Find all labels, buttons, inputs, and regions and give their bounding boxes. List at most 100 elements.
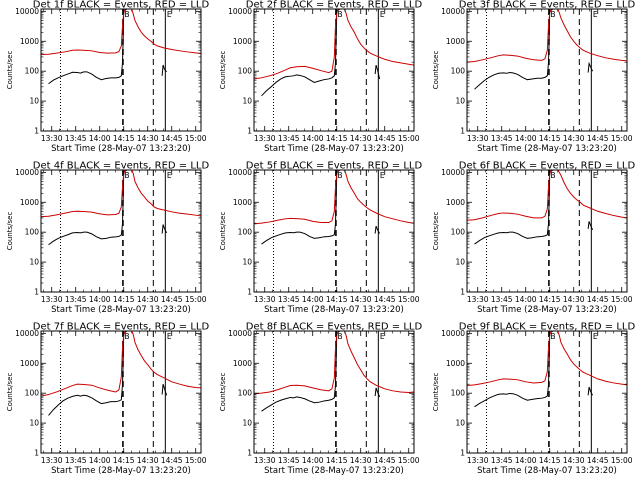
series-lld bbox=[254, 170, 414, 225]
y-tick-label: 10 bbox=[242, 97, 252, 106]
y-tick-label: 100 bbox=[238, 389, 253, 398]
y-tick-label: 10000 bbox=[228, 168, 252, 177]
x-tick-label: 13:30 bbox=[467, 456, 489, 465]
x-tick-label: 14:15 bbox=[113, 295, 135, 304]
marker-label-E: E bbox=[380, 332, 385, 341]
y-tick-label: 10 bbox=[455, 97, 465, 106]
plot-frame bbox=[40, 169, 202, 293]
x-tick-label: 13:30 bbox=[467, 134, 489, 143]
y-tick-label: 1 bbox=[460, 127, 465, 136]
series-events-post bbox=[587, 221, 594, 231]
x-tick-label: 13:30 bbox=[41, 295, 63, 304]
marker-label-B: B bbox=[550, 332, 555, 341]
plot-frame bbox=[253, 330, 415, 454]
marker-label-E: E bbox=[167, 10, 172, 19]
x-tick-label: 14:45 bbox=[374, 456, 396, 465]
series-events bbox=[261, 331, 353, 412]
y-axis-label: Counts/sec bbox=[6, 51, 14, 90]
series-lld bbox=[41, 9, 201, 56]
marker-label-E: E bbox=[593, 332, 598, 341]
panel-title: Det 6f BLACK = Events, RED = LLD bbox=[459, 161, 636, 172]
y-axis-label: Counts/sec bbox=[219, 212, 227, 251]
y-tick-label: 100 bbox=[25, 228, 40, 237]
x-tick-label: 14:00 bbox=[89, 456, 111, 465]
marker-label-E: E bbox=[380, 10, 385, 19]
y-tick-label: 10 bbox=[242, 258, 252, 267]
x-tick-label: 13:45 bbox=[491, 295, 513, 304]
series-events-post bbox=[587, 61, 594, 73]
y-tick-label: 100 bbox=[451, 228, 466, 237]
series-events bbox=[474, 331, 566, 408]
x-axis-label: Start Time (28-May-07 13:23:20) bbox=[51, 305, 191, 315]
y-tick-label: 1000 bbox=[233, 37, 252, 46]
series-lld bbox=[254, 9, 414, 80]
x-tick-label: 14:45 bbox=[161, 456, 183, 465]
x-tick-label: 14:45 bbox=[587, 134, 609, 143]
y-tick-label: 10000 bbox=[441, 168, 465, 177]
marker-label-B: B bbox=[124, 171, 129, 180]
marker-label-E: E bbox=[167, 171, 172, 180]
series-group bbox=[467, 170, 627, 245]
x-tick-label: 14:45 bbox=[374, 134, 396, 143]
y-tick-label: 1 bbox=[34, 127, 39, 136]
x-tick-label: 14:00 bbox=[89, 134, 111, 143]
x-tick-label: 13:45 bbox=[278, 456, 300, 465]
y-tick-label: 10000 bbox=[228, 329, 252, 338]
marker-label-E: E bbox=[380, 171, 385, 180]
y-tick-label: 1000 bbox=[446, 37, 465, 46]
series-group bbox=[254, 9, 414, 97]
panel-title: Det 5f BLACK = Events, RED = LLD bbox=[246, 161, 423, 172]
marker-label-B: B bbox=[550, 171, 555, 180]
marker-label-B: B bbox=[550, 10, 555, 19]
y-tick-label: 1000 bbox=[20, 359, 39, 368]
x-tick-label: 14:00 bbox=[515, 134, 537, 143]
series-lld bbox=[41, 170, 201, 218]
y-axis-label: Counts/sec bbox=[6, 212, 14, 251]
series-group bbox=[467, 9, 627, 90]
y-axis-label: Counts/sec bbox=[432, 212, 440, 251]
x-tick-label: 13:30 bbox=[254, 295, 276, 304]
x-tick-label: 13:30 bbox=[467, 295, 489, 304]
series-lld bbox=[467, 170, 627, 221]
series-events-post bbox=[587, 386, 594, 396]
marker-label-B: B bbox=[124, 332, 129, 341]
x-tick-label: 15:00 bbox=[185, 456, 207, 465]
x-tick-label: 14:15 bbox=[326, 295, 348, 304]
y-tick-label: 100 bbox=[25, 389, 40, 398]
y-tick-label: 1000 bbox=[20, 37, 39, 46]
panel-title: Det 3f BLACK = Events, RED = LLD bbox=[459, 0, 636, 11]
x-tick-label: 14:00 bbox=[302, 456, 324, 465]
x-tick-label: 14:45 bbox=[161, 295, 183, 304]
y-tick-label: 100 bbox=[451, 389, 466, 398]
y-tick-label: 1000 bbox=[233, 359, 252, 368]
x-tick-label: 14:00 bbox=[302, 295, 324, 304]
x-tick-label: 14:15 bbox=[113, 456, 135, 465]
x-tick-label: 14:30 bbox=[137, 295, 159, 304]
y-tick-label: 10 bbox=[29, 419, 39, 428]
x-axis-label: Start Time (28-May-07 13:23:20) bbox=[51, 144, 191, 154]
x-tick-label: 14:30 bbox=[350, 456, 372, 465]
series-events bbox=[261, 170, 353, 245]
panel-title: Det 2f BLACK = Events, RED = LLD bbox=[246, 0, 423, 11]
x-tick-label: 14:30 bbox=[350, 134, 372, 143]
series-lld bbox=[254, 331, 414, 395]
series-group bbox=[41, 170, 201, 246]
panel-title: Det 1f BLACK = Events, RED = LLD bbox=[33, 0, 210, 11]
panel-title: Det 9f BLACK = Events, RED = LLD bbox=[459, 322, 636, 333]
y-tick-label: 1 bbox=[34, 449, 39, 458]
x-tick-label: 15:00 bbox=[398, 456, 420, 465]
x-tick-label: 14:30 bbox=[563, 134, 585, 143]
x-tick-label: 15:00 bbox=[398, 295, 420, 304]
series-group bbox=[467, 331, 627, 408]
x-tick-label: 13:45 bbox=[278, 134, 300, 143]
x-axis-label: Start Time (28-May-07 13:23:20) bbox=[51, 466, 191, 476]
y-tick-label: 10 bbox=[29, 258, 39, 267]
series-events bbox=[474, 170, 566, 245]
y-tick-label: 10000 bbox=[15, 7, 39, 16]
